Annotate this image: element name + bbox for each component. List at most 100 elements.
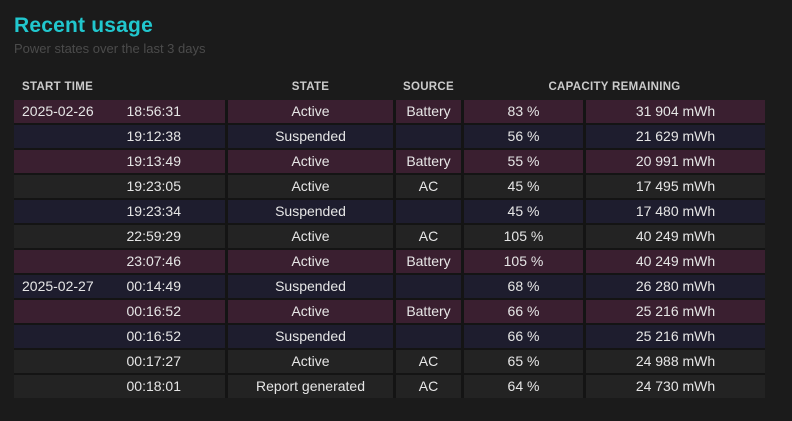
start-time-text: 18:56:31 — [126, 103, 182, 119]
capacity-percent-cell: 83 % — [464, 100, 583, 123]
source-cell — [396, 325, 461, 348]
table-row: 19:23:34 Suspended 45 % 17 480 mWh — [14, 200, 765, 223]
start-time-text: 19:23:05 — [126, 178, 182, 194]
table-row: 2025-02-27 00:14:49 Suspended 68 % 26 280… — [14, 275, 765, 298]
source-cell: AC — [396, 375, 461, 398]
table-row: 22:59:29 Active AC 105 % 40 249 mWh — [14, 225, 765, 248]
capacity-mwh-cell: 25 216 mWh — [586, 300, 765, 323]
start-time-text: 00:17:27 — [126, 353, 182, 369]
start-time-cell: 00:18:01 — [14, 375, 225, 398]
table-row: 00:18:01 Report generated AC 64 % 24 730… — [14, 375, 765, 398]
capacity-percent-cell: 66 % — [464, 325, 583, 348]
capacity-percent-cell: 68 % — [464, 275, 583, 298]
column-header-start-time: START TIME — [22, 81, 94, 93]
table-row: 19:23:05 Active AC 45 % 17 495 mWh — [14, 175, 765, 198]
column-header-state: STATE — [291, 81, 330, 93]
start-date-text — [22, 325, 119, 348]
start-date-text — [22, 225, 119, 248]
source-cell: Battery — [396, 300, 461, 323]
start-time-cell: 2025-02-27 00:14:49 — [14, 275, 225, 298]
start-time-cell: 19:23:05 — [14, 175, 225, 198]
start-time-cell: 23:07:46 — [14, 250, 225, 273]
capacity-percent-cell: 64 % — [464, 375, 583, 398]
start-time-text: 00:16:52 — [126, 303, 182, 319]
start-date-text — [22, 200, 119, 223]
capacity-percent-cell: 45 % — [464, 200, 583, 223]
source-cell: AC — [396, 175, 461, 198]
start-time-text: 22:59:29 — [126, 228, 182, 244]
capacity-mwh-cell: 40 249 mWh — [586, 225, 765, 248]
table-row: 00:17:27 Active AC 65 % 24 988 mWh — [14, 350, 765, 373]
source-cell: AC — [396, 225, 461, 248]
capacity-mwh-cell: 40 249 mWh — [586, 250, 765, 273]
table-row: 00:16:52 Suspended 66 % 25 216 mWh — [14, 325, 765, 348]
column-header-capacity-remaining: CAPACITY REMAINING — [548, 81, 681, 93]
start-date-text — [22, 125, 119, 148]
table-body: 2025-02-26 18:56:31 Active Battery 83 % 3… — [14, 100, 765, 398]
state-cell: Suspended — [228, 325, 393, 348]
start-time-cell: 00:17:27 — [14, 350, 225, 373]
capacity-percent-cell: 105 % — [464, 225, 583, 248]
start-time-text: 00:18:01 — [126, 378, 182, 394]
start-time-cell: 00:16:52 — [14, 300, 225, 323]
usage-table: START TIME STATE SOURCE CAPACITY REMAINI… — [14, 78, 765, 398]
source-cell — [396, 275, 461, 298]
capacity-percent-cell: 45 % — [464, 175, 583, 198]
capacity-percent-cell: 105 % — [464, 250, 583, 273]
start-time-cell: 2025-02-26 18:56:31 — [14, 100, 225, 123]
source-cell — [396, 125, 461, 148]
capacity-mwh-cell: 17 495 mWh — [586, 175, 765, 198]
start-date-text — [22, 350, 119, 373]
state-cell: Active — [228, 150, 393, 173]
start-date-text: 2025-02-27 — [22, 278, 94, 294]
start-time-text: 19:12:38 — [126, 128, 182, 144]
capacity-percent-cell: 65 % — [464, 350, 583, 373]
state-cell: Active — [228, 350, 393, 373]
start-date-text — [22, 300, 119, 323]
state-cell: Active — [228, 100, 393, 123]
state-cell: Active — [228, 300, 393, 323]
table-header-row: START TIME STATE SOURCE CAPACITY REMAINI… — [14, 78, 765, 96]
table-row: 00:16:52 Active Battery 66 % 25 216 mWh — [14, 300, 765, 323]
state-cell: Suspended — [228, 275, 393, 298]
state-cell: Active — [228, 225, 393, 248]
state-cell: Suspended — [228, 125, 393, 148]
capacity-mwh-cell: 31 904 mWh — [586, 100, 765, 123]
table-row: 19:12:38 Suspended 56 % 21 629 mWh — [14, 125, 765, 148]
capacity-percent-cell: 66 % — [464, 300, 583, 323]
state-cell: Active — [228, 175, 393, 198]
start-time-text: 23:07:46 — [126, 253, 182, 269]
page-subtitle: Power states over the last 3 days — [14, 41, 206, 56]
start-time-cell: 22:59:29 — [14, 225, 225, 248]
source-cell: AC — [396, 350, 461, 373]
capacity-mwh-cell: 24 730 mWh — [586, 375, 765, 398]
table-row: 2025-02-26 18:56:31 Active Battery 83 % 3… — [14, 100, 765, 123]
start-time-cell: 00:16:52 — [14, 325, 225, 348]
start-time-cell: 19:12:38 — [14, 125, 225, 148]
start-time-text: 00:14:49 — [126, 278, 182, 294]
start-date-text — [22, 375, 119, 398]
source-cell: Battery — [396, 250, 461, 273]
page-title: Recent usage — [14, 14, 153, 37]
table-row: 23:07:46 Active Battery 105 % 40 249 mWh — [14, 250, 765, 273]
state-cell: Active — [228, 250, 393, 273]
start-date-text: 2025-02-26 — [22, 103, 94, 119]
capacity-mwh-cell: 21 629 mWh — [586, 125, 765, 148]
capacity-mwh-cell: 25 216 mWh — [586, 325, 765, 348]
start-time-cell: 19:13:49 — [14, 150, 225, 173]
capacity-mwh-cell: 26 280 mWh — [586, 275, 765, 298]
state-cell: Suspended — [228, 200, 393, 223]
capacity-percent-cell: 55 % — [464, 150, 583, 173]
capacity-mwh-cell: 24 988 mWh — [586, 350, 765, 373]
capacity-percent-cell: 56 % — [464, 125, 583, 148]
start-time-cell: 19:23:34 — [14, 200, 225, 223]
start-date-text — [22, 175, 119, 198]
column-header-source: SOURCE — [402, 81, 454, 93]
start-time-text: 19:13:49 — [126, 153, 182, 169]
start-date-text — [22, 150, 119, 173]
start-time-text: 00:16:52 — [126, 328, 182, 344]
capacity-mwh-cell: 20 991 mWh — [586, 150, 765, 173]
start-time-text: 19:23:34 — [126, 203, 182, 219]
table-row: 19:13:49 Active Battery 55 % 20 991 mWh — [14, 150, 765, 173]
